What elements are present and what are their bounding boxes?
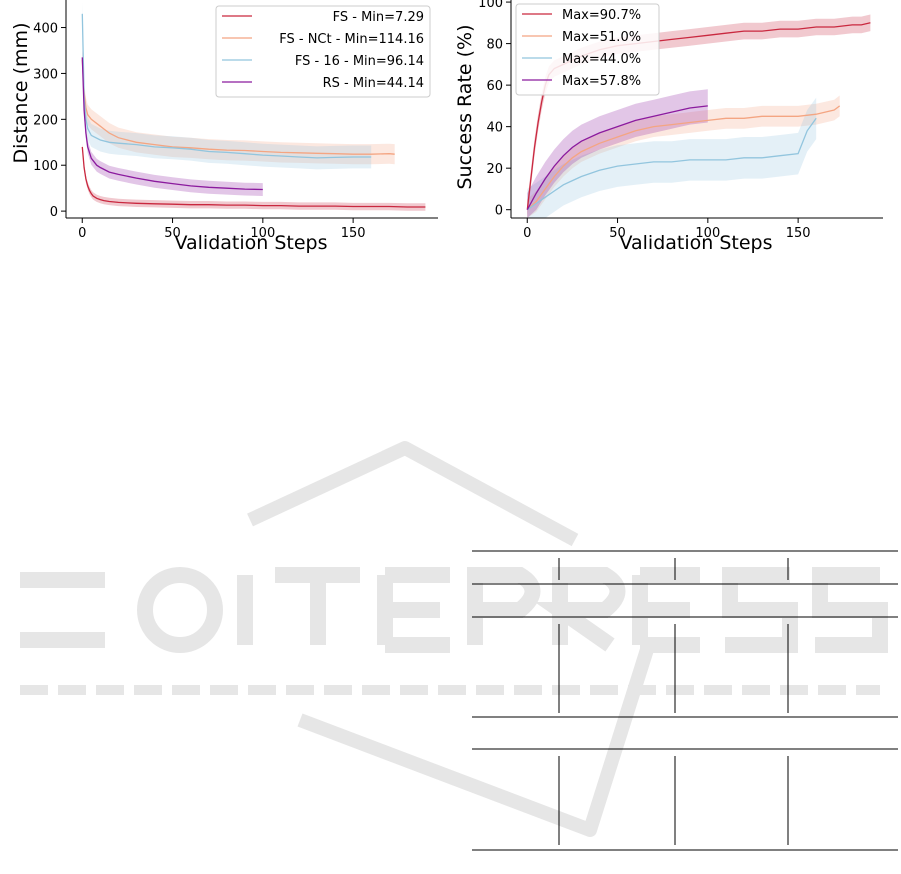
series-1-band [527,95,840,218]
distance-x-axis-label: Validation Steps [174,232,327,254]
x-tick-label: 100 [695,226,720,241]
series-3-band [527,89,708,218]
x-tick-label: 0 [78,226,86,241]
distance-legend: FS - Min=7.29 FS - NCt - Min=114.16 FS - 1… [215,5,431,98]
y-tick-label: 20 [486,162,503,177]
x-tick-label: 50 [609,226,626,241]
success-legend-entries: Max=90.7% Max=51.0% Max=44.0% Max=57.8% [522,8,641,89]
y-tick-label: 400 [33,22,58,37]
legend-label: Max=57.8% [562,74,641,89]
series-0-band [527,14,871,218]
success-legend: Max=90.7% Max=51.0% Max=44.0% Max=57.8% [515,3,660,96]
series-0-line [81,146,426,208]
success-chart: 0 50 100 150 0 20 40 60 80 100 Validation Steps S… [454,0,883,254]
y-tick-label: 200 [33,113,58,128]
distance-legend-frame [215,5,431,98]
y-tick-label: 100 [33,159,58,174]
y-tick-label: 40 [486,121,503,136]
legend-label: Max=51.0% [562,30,641,45]
legend-label: FS - NCt - Min=114.16 [279,32,424,47]
table-skeleton [472,550,898,851]
series-3-line [526,105,708,211]
watermark-logo [20,441,888,837]
distance-y-axis-label: Distance (mm) [10,23,32,164]
x-tick-label: 50 [164,226,181,241]
x-tick-label: 150 [341,226,366,241]
success-y-axis-label: Success Rate (%) [454,24,476,189]
y-tick-label: 60 [486,79,503,94]
x-tick-label: 0 [523,226,531,241]
series-2-line [81,13,372,159]
series-1-line [81,59,395,155]
y-tick-label: 300 [33,67,58,82]
legend-label: Max=44.0% [562,52,641,67]
series-2-band [82,2,372,170]
distance-ticks: 0 50 100 150 0 100 200 300 400 [33,22,365,241]
series-1-line [526,105,841,211]
legend-label: FS - Min=7.29 [333,10,424,25]
series-2-line [526,117,817,211]
series-0-band [82,143,426,211]
distance-legend-entries: FS - Min=7.29 FS - NCt - Min=114.16 FS - 1… [222,10,424,91]
y-tick-label: 100 [478,0,503,11]
series-1-band [82,49,395,165]
legend-label: FS - 16 - Min=96.14 [295,54,424,69]
y-tick-label: 0 [50,205,58,220]
y-tick-label: 0 [495,204,503,219]
series-3-line [81,57,263,191]
success-x-axis-label: Validation Steps [619,232,772,254]
success-legend-frame [515,3,660,96]
legend-label: Max=90.7% [562,8,641,23]
success-ticks: 0 50 100 150 0 20 40 60 80 100 [478,0,810,241]
series-2-band [527,97,817,218]
distance-chart-marks [81,2,426,211]
x-tick-label: 100 [250,226,275,241]
x-tick-label: 150 [786,226,811,241]
y-tick-label: 80 [486,38,503,53]
legend-label: RS - Min=44.14 [323,76,424,91]
